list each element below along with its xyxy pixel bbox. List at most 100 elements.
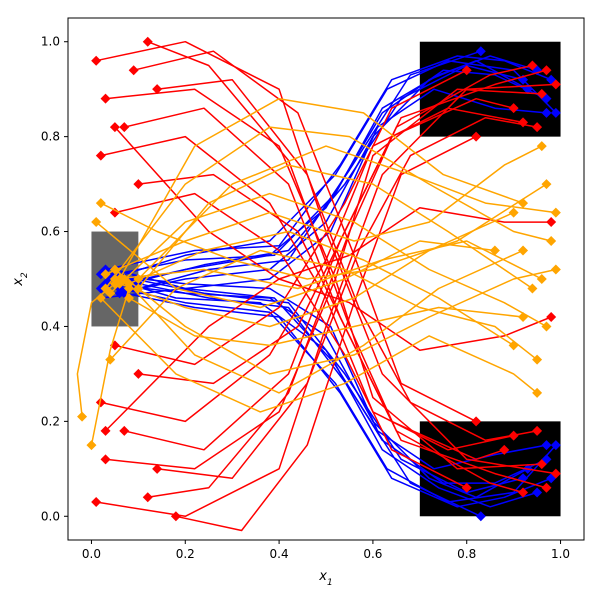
- trajectory-line: [118, 97, 524, 280]
- trajectory-marker: [518, 311, 529, 322]
- trajectory-marker: [91, 217, 102, 228]
- series-1: [91, 36, 561, 532]
- trajectory-marker: [475, 46, 486, 57]
- trajectory-marker: [546, 236, 557, 247]
- trajectory-marker: [152, 84, 163, 95]
- trajectory-marker: [536, 141, 547, 152]
- trajectory-marker: [119, 122, 130, 133]
- trajectory-marker: [527, 283, 538, 294]
- trajectory-line: [109, 249, 538, 361]
- x-tick-label: 0.4: [270, 547, 289, 561]
- trajectory-line: [114, 55, 538, 276]
- y-tick-label: 0.8: [41, 130, 60, 144]
- trajectory-marker: [109, 274, 120, 284]
- trajectory-marker: [86, 440, 97, 451]
- trajectory-marker: [133, 368, 144, 379]
- trajectory-marker: [541, 107, 552, 118]
- y-tick-label: 0.2: [41, 414, 60, 428]
- trajectory-line: [175, 135, 477, 532]
- trajectory-line: [100, 107, 524, 423]
- trajectory-marker: [100, 269, 111, 280]
- trajectory-marker: [91, 497, 102, 508]
- trajectory-marker: [95, 198, 106, 209]
- trajectory-line: [137, 145, 557, 280]
- y-tick-label: 0.0: [41, 509, 60, 523]
- trajectory-marker: [95, 292, 106, 303]
- trajectory-marker: [508, 103, 519, 114]
- trajectory-line: [137, 164, 533, 290]
- trajectory-marker: [109, 207, 120, 218]
- trajectory-marker: [550, 468, 561, 479]
- y-tick-label: 1.0: [41, 35, 60, 49]
- trajectory-line: [114, 69, 468, 366]
- trajectory-marker: [536, 88, 547, 99]
- series-2: [76, 97, 561, 451]
- trajectory-marker: [550, 207, 561, 218]
- trajectory-marker: [100, 454, 111, 465]
- trajectory-line: [124, 292, 552, 508]
- trajectory-marker: [142, 492, 153, 503]
- trajectory-line: [105, 145, 543, 275]
- y-tick-label: 0.6: [41, 225, 60, 239]
- plot-frame: [67, 17, 585, 541]
- trajectory-marker: [541, 440, 552, 451]
- trajectory-marker: [532, 387, 543, 398]
- trajectory-marker: [95, 397, 106, 408]
- trajectory-marker: [508, 207, 519, 218]
- trajectory-marker: [461, 65, 472, 76]
- trajectory-marker: [123, 292, 134, 303]
- trajectory-marker: [536, 274, 547, 284]
- trajectory-marker: [170, 511, 181, 522]
- x-tick-label: 0.8: [457, 547, 476, 561]
- trajectory-line: [76, 283, 116, 417]
- trajectory-line: [109, 192, 547, 328]
- trajectory-marker: [499, 444, 510, 455]
- trajectory-marker: [77, 411, 88, 422]
- trajectory-marker: [105, 288, 116, 299]
- trajectory-marker: [109, 122, 120, 133]
- trajectory-marker: [527, 60, 538, 71]
- trajectory-marker: [100, 93, 111, 104]
- trajectory-marker: [95, 150, 106, 161]
- trajectory-marker: [128, 65, 139, 76]
- trajectory-line: [114, 240, 543, 290]
- trajectory-line: [157, 116, 538, 480]
- trajectory-marker: [142, 36, 153, 47]
- trajectory-line: [119, 287, 557, 503]
- trajectory-line: [114, 268, 557, 375]
- trajectory-line: [128, 230, 515, 347]
- trajectory-line: [104, 126, 552, 289]
- x-tick-label: 0.2: [176, 547, 195, 561]
- trajectory-line: [133, 50, 477, 423]
- trajectory-marker: [489, 245, 500, 256]
- trajectory-line: [138, 50, 482, 290]
- trajectory-line: [100, 135, 514, 451]
- trajectory-marker: [518, 245, 529, 256]
- trajectory-line: [128, 297, 524, 347]
- trajectory-line: [95, 221, 495, 309]
- trajectory-marker: [541, 321, 552, 332]
- trajectory-marker: [461, 482, 472, 493]
- trajectory-marker: [550, 264, 561, 275]
- trajectory-marker: [133, 179, 144, 190]
- trajectory-line: [157, 78, 538, 442]
- trajectory-line: [114, 268, 538, 508]
- trajectory-line: [104, 278, 552, 432]
- trajectory-marker: [532, 354, 543, 365]
- series-layer: [76, 36, 561, 532]
- trajectory-marker: [541, 65, 552, 76]
- trajectory-marker: [550, 79, 561, 90]
- trajectory-line: [123, 249, 524, 394]
- trajectory-marker: [119, 425, 130, 436]
- trajectory-line: [100, 183, 547, 280]
- trajectory-line: [100, 297, 538, 413]
- trajectory-line: [105, 88, 542, 470]
- trajectory-marker: [532, 122, 543, 133]
- trajectory-marker: [91, 55, 102, 66]
- trajectory-line: [138, 69, 547, 385]
- target-region-bottom: [419, 421, 561, 517]
- trajectory-line: [138, 173, 547, 489]
